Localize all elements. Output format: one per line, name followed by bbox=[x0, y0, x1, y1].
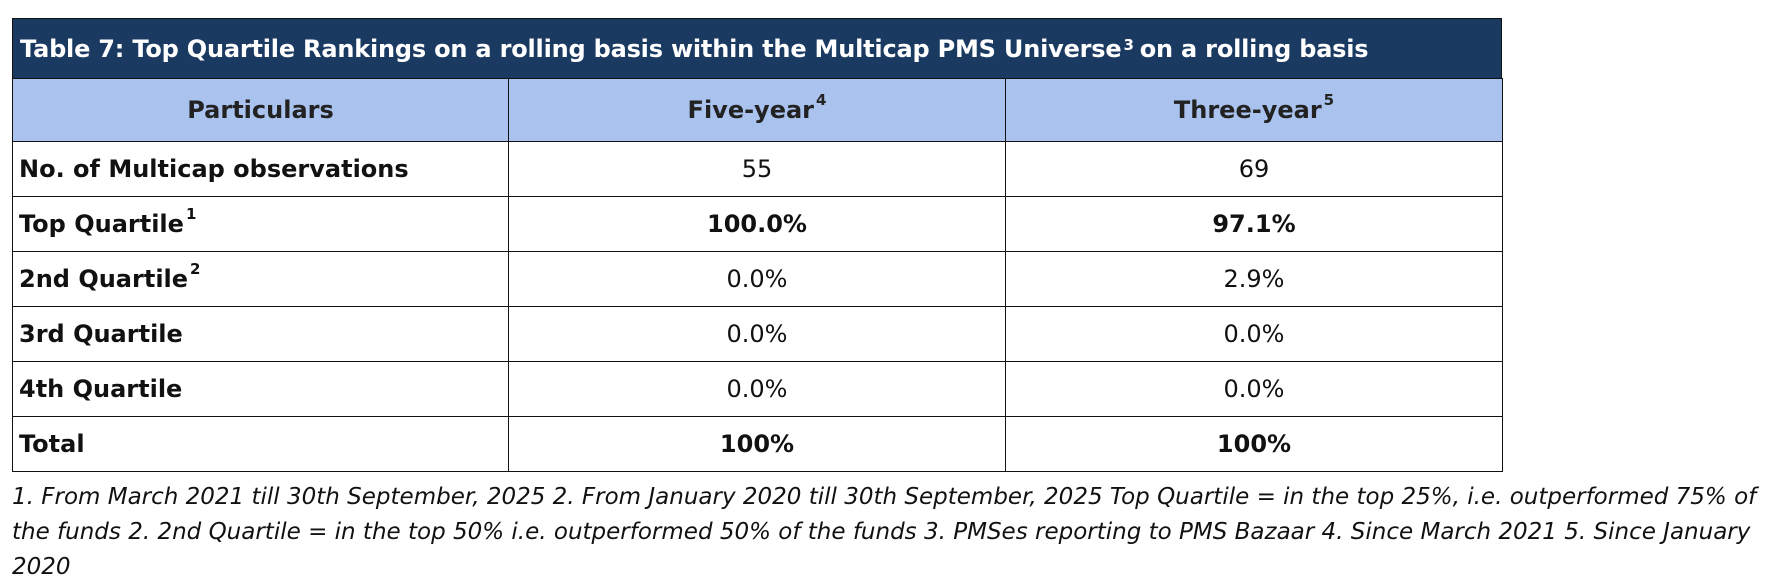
table-row: 4th Quartile 0.0% 0.0% bbox=[12, 361, 1503, 417]
row-five-year-value: 0.0% bbox=[508, 306, 1006, 362]
row-label: 4th Quartile bbox=[12, 361, 509, 417]
table-title-text: Table 7: Top Quartile Rankings on a roll… bbox=[20, 34, 1122, 63]
quartile-table: Particulars Five-year 4 Three-year 5 No. o… bbox=[12, 78, 1503, 472]
header-five-year-label: Five-year bbox=[687, 96, 815, 124]
row-three-year-value: 0.0% bbox=[1005, 306, 1503, 362]
header-particulars-label: Particulars bbox=[187, 96, 334, 124]
table-title: Table 7: Top Quartile Rankings on a roll… bbox=[12, 18, 1502, 78]
row-five-year-value: 100.0% bbox=[508, 196, 1006, 252]
row-label-sup: 2 bbox=[190, 260, 201, 278]
header-three-year: Three-year 5 bbox=[1005, 78, 1503, 142]
row-three-year-value: 97.1% bbox=[1005, 196, 1503, 252]
row-label-text: 2nd Quartile bbox=[19, 265, 189, 293]
table-row: 3rd Quartile 0.0% 0.0% bbox=[12, 306, 1503, 362]
row-label-text: 3rd Quartile bbox=[19, 320, 183, 348]
header-five-year-sup: 4 bbox=[816, 91, 827, 109]
row-label: Total bbox=[12, 416, 509, 472]
row-five-year-value: 100% bbox=[508, 416, 1006, 472]
row-five-year-value: 55 bbox=[508, 141, 1006, 197]
row-five-year-value: 0.0% bbox=[508, 361, 1006, 417]
row-three-year-value: 2.9% bbox=[1005, 251, 1503, 307]
row-label: 2nd Quartile 2 bbox=[12, 251, 509, 307]
row-label-text: Total bbox=[19, 430, 85, 458]
table-header-row: Particulars Five-year 4 Three-year 5 bbox=[12, 78, 1503, 142]
table-title-suffix: on a rolling basis bbox=[1139, 34, 1369, 63]
row-label: No. of Multicap observations bbox=[12, 141, 509, 197]
header-five-year: Five-year 4 bbox=[508, 78, 1006, 142]
header-three-year-sup: 5 bbox=[1323, 91, 1335, 109]
table-row: 2nd Quartile 2 0.0% 2.9% bbox=[12, 251, 1503, 307]
table-title-sup: 3 bbox=[1123, 36, 1134, 54]
row-label-sup: 1 bbox=[185, 205, 197, 223]
quartile-table-container: Table 7: Top Quartile Rankings on a roll… bbox=[12, 18, 1503, 472]
table-row: Total 100% 100% bbox=[12, 416, 1503, 472]
table-row: No. of Multicap observations 55 69 bbox=[12, 141, 1503, 197]
header-three-year-label: Three-year bbox=[1173, 96, 1322, 124]
row-label-text: No. of Multicap observations bbox=[19, 155, 409, 183]
table-footnote: 1. From March 2021 till 30th September, … bbox=[12, 484, 1757, 580]
row-three-year-value: 100% bbox=[1005, 416, 1503, 472]
row-label-text: 4th Quartile bbox=[19, 375, 183, 403]
header-particulars: Particulars bbox=[12, 78, 509, 142]
row-five-year-value: 0.0% bbox=[508, 251, 1006, 307]
row-three-year-value: 0.0% bbox=[1005, 361, 1503, 417]
table-row: Top Quartile 1 100.0% 97.1% bbox=[12, 196, 1503, 252]
row-label: 3rd Quartile bbox=[12, 306, 509, 362]
row-three-year-value: 69 bbox=[1005, 141, 1503, 197]
row-label: Top Quartile 1 bbox=[12, 196, 509, 252]
row-label-text: Top Quartile bbox=[19, 210, 184, 238]
